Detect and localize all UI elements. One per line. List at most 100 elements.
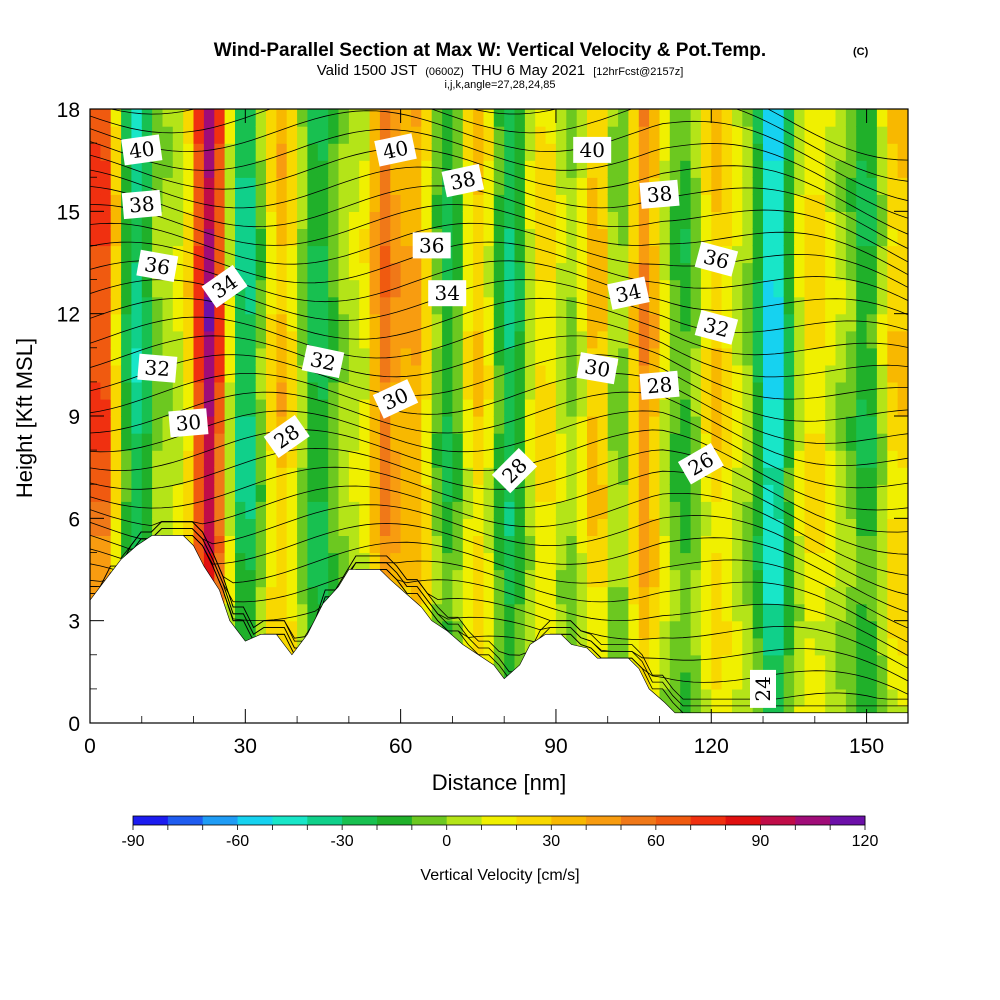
velocity-cell bbox=[825, 296, 837, 315]
contour-label: 40 bbox=[374, 133, 417, 167]
velocity-cell bbox=[773, 296, 785, 315]
velocity-cell bbox=[866, 433, 878, 451]
velocity-cell bbox=[452, 330, 464, 349]
velocity-cell bbox=[690, 211, 702, 229]
contour-label: 32 bbox=[694, 309, 739, 345]
velocity-cell bbox=[235, 177, 246, 195]
velocity-cell bbox=[255, 279, 267, 298]
velocity-cell bbox=[224, 467, 236, 485]
velocity-cell bbox=[690, 535, 702, 554]
velocity-cell bbox=[690, 416, 702, 434]
velocity-cell bbox=[483, 330, 495, 349]
velocity-cell bbox=[266, 177, 277, 195]
velocity-cell bbox=[452, 313, 464, 332]
velocity-cell bbox=[235, 330, 246, 349]
velocity-cell bbox=[659, 109, 671, 127]
velocity-cell bbox=[504, 109, 516, 127]
velocity-cell bbox=[649, 484, 661, 502]
velocity-cell bbox=[628, 177, 640, 195]
velocity-cell bbox=[162, 330, 174, 349]
colorbar-tick-label: 120 bbox=[852, 833, 879, 850]
velocity-cell bbox=[783, 569, 795, 588]
velocity-cell bbox=[669, 245, 681, 264]
velocity-cell bbox=[783, 177, 795, 195]
velocity-cell bbox=[338, 535, 350, 554]
velocity-cell bbox=[763, 194, 774, 212]
velocity-cell bbox=[732, 637, 743, 656]
velocity-cell bbox=[876, 160, 888, 178]
velocity-cell bbox=[721, 381, 733, 400]
velocity-cell bbox=[814, 347, 826, 366]
velocity-cell bbox=[742, 347, 754, 366]
velocity-cell bbox=[286, 296, 298, 315]
velocity-cell bbox=[897, 313, 908, 332]
velocity-cell bbox=[390, 416, 402, 434]
velocity-cell bbox=[555, 398, 567, 417]
velocity-cell bbox=[100, 467, 112, 485]
velocity-cell bbox=[524, 330, 536, 349]
velocity-cell bbox=[607, 330, 619, 349]
velocity-cell bbox=[535, 518, 547, 536]
velocity-cell bbox=[121, 381, 133, 400]
velocity-cell bbox=[369, 364, 381, 383]
velocity-cell bbox=[524, 279, 536, 298]
velocity-cell bbox=[286, 552, 298, 571]
velocity-cell bbox=[524, 450, 536, 468]
velocity-cell bbox=[649, 450, 661, 468]
velocity-cell bbox=[535, 160, 547, 178]
velocity-cell bbox=[659, 688, 671, 707]
velocity-cell bbox=[317, 398, 329, 417]
velocity-cell bbox=[255, 211, 267, 229]
velocity-cell bbox=[535, 143, 547, 161]
chart-subtitle: Valid 1500 JST (0600Z) THU 6 May 2021 [1… bbox=[317, 62, 684, 79]
velocity-cell bbox=[597, 262, 609, 281]
velocity-cell bbox=[203, 535, 215, 554]
velocity-cell bbox=[566, 313, 578, 332]
velocity-cell bbox=[172, 433, 184, 451]
velocity-cell bbox=[742, 398, 754, 417]
velocity-cell bbox=[845, 552, 857, 571]
velocity-cell bbox=[887, 484, 899, 502]
velocity-cell bbox=[338, 330, 350, 349]
velocity-cell bbox=[897, 143, 908, 161]
velocity-cell bbox=[763, 330, 774, 349]
velocity-cell bbox=[379, 296, 391, 315]
velocity-cell bbox=[545, 279, 557, 298]
velocity-cell bbox=[297, 364, 309, 383]
velocity-cell bbox=[721, 398, 733, 417]
velocity-cell bbox=[555, 262, 567, 281]
velocity-cell bbox=[825, 569, 837, 588]
velocity-cell bbox=[483, 569, 495, 588]
velocity-cell bbox=[483, 279, 495, 298]
velocity-cell bbox=[804, 160, 816, 178]
velocity-cell bbox=[566, 194, 578, 212]
colorbar-tick-label: -90 bbox=[121, 833, 144, 850]
velocity-cell bbox=[669, 586, 681, 605]
velocity-cell bbox=[711, 671, 723, 690]
velocity-cell bbox=[286, 381, 298, 400]
velocity-cell bbox=[659, 330, 671, 349]
velocity-cell bbox=[172, 211, 184, 229]
velocity-cell bbox=[555, 552, 567, 571]
velocity-cell bbox=[659, 211, 671, 229]
velocity-cell bbox=[297, 433, 309, 451]
velocity-cell bbox=[690, 330, 702, 349]
velocity-cell bbox=[845, 194, 857, 212]
velocity-cell bbox=[576, 535, 588, 554]
velocity-cell bbox=[638, 109, 650, 127]
velocity-cell bbox=[328, 433, 340, 451]
velocity-cell bbox=[825, 688, 837, 707]
velocity-cell bbox=[224, 194, 236, 212]
velocity-cell bbox=[359, 535, 371, 554]
velocity-cell bbox=[276, 313, 288, 332]
velocity-cell bbox=[379, 535, 391, 554]
velocity-cell bbox=[359, 313, 371, 332]
velocity-cell bbox=[804, 603, 816, 622]
velocity-cell bbox=[203, 313, 215, 332]
velocity-cell bbox=[462, 109, 474, 127]
contour-label: 24 bbox=[750, 669, 776, 708]
velocity-cell bbox=[369, 143, 381, 161]
velocity-cell bbox=[286, 450, 298, 468]
velocity-cell bbox=[121, 450, 133, 468]
y-axis-label: Height [Kft MSL] bbox=[12, 338, 37, 498]
